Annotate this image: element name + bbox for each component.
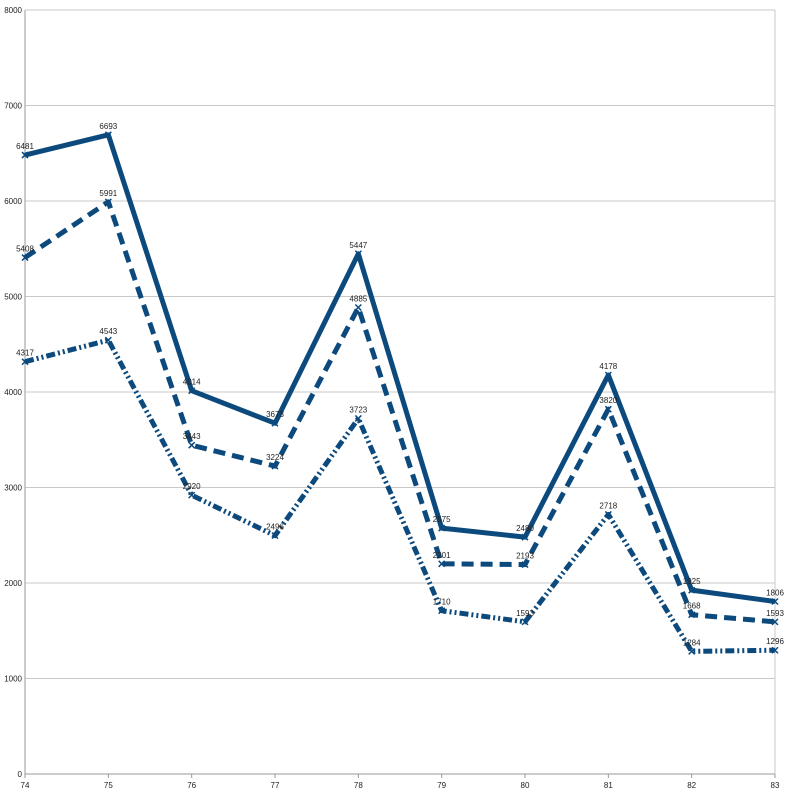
data-label: 4543 (99, 327, 117, 336)
y-tick-label: 1000 (4, 675, 22, 684)
data-point (521, 533, 529, 541)
data-point (104, 198, 112, 206)
x-tick-label: 77 (271, 781, 280, 790)
data-point (521, 561, 529, 569)
data-point (271, 419, 279, 427)
data-point (771, 618, 779, 626)
data-point (604, 405, 612, 413)
data-label: 1668 (683, 602, 701, 611)
data-point (271, 462, 279, 470)
series-line-dashed (23, 199, 776, 625)
data-label: 2480 (516, 524, 534, 533)
axes: 0 1000 2000 3000 4000 5000 6000 7000 8000 74 75 76 7… (4, 6, 780, 790)
data-point (104, 336, 112, 344)
data-point (354, 414, 362, 422)
data-label: 5991 (99, 189, 117, 198)
data-label: 6481 (16, 142, 34, 151)
data-label: 1296 (766, 637, 784, 646)
data-labels: 6481 6693 4014 3673 5447 2575 2480 4178 1925 1806… (16, 122, 784, 648)
data-point (771, 646, 779, 654)
data-point (354, 303, 362, 312)
series-line-solid (24, 132, 776, 605)
data-point (771, 597, 779, 606)
data-point (21, 358, 29, 366)
y-tick-label: 8000 (4, 6, 22, 15)
data-label: 1593 (516, 609, 534, 618)
data-point (438, 607, 446, 615)
data-point (21, 254, 29, 262)
data-label: 2718 (599, 501, 617, 510)
data-label: 2193 (516, 552, 534, 561)
data-label: 1284 (683, 638, 701, 647)
y-tick-label: 5000 (4, 293, 22, 302)
data-label: 6693 (99, 122, 117, 131)
data-label: 1710 (433, 598, 451, 607)
data-label: 1593 (766, 609, 784, 618)
data-point (188, 441, 196, 449)
data-label: 1806 (766, 589, 784, 598)
data-label: 3673 (266, 410, 284, 419)
data-label: 2920 (183, 482, 201, 491)
data-point (688, 611, 696, 619)
data-label: 4014 (183, 378, 201, 387)
data-label: 4885 (349, 294, 367, 303)
data-label: 5447 (349, 241, 367, 250)
x-tick-label: 76 (187, 781, 196, 790)
data-point (688, 586, 696, 594)
data-label: 2201 (433, 551, 451, 560)
data-point (21, 151, 29, 159)
data-point (688, 647, 696, 655)
data-label: 4317 (16, 349, 34, 358)
x-tick-label: 83 (771, 781, 780, 790)
data-label: 3723 (349, 405, 367, 414)
y-tick-label: 3000 (4, 484, 22, 493)
data-label: 3224 (266, 453, 284, 462)
data-point (521, 618, 529, 626)
data-point (188, 491, 196, 499)
data-label: 2575 (433, 515, 451, 524)
x-tick-label: 78 (354, 781, 363, 790)
y-tick-label: 2000 (4, 579, 22, 588)
x-tick-label: 82 (687, 781, 696, 790)
data-point (438, 524, 446, 532)
data-point (604, 371, 612, 379)
x-tick-label: 75 (104, 781, 113, 790)
y-tick-label: 4000 (4, 388, 22, 397)
x-tick-label: 79 (437, 781, 446, 790)
y-tick-label: 7000 (4, 102, 22, 111)
data-label: 3820 (599, 396, 617, 405)
x-tick-label: 80 (521, 781, 530, 790)
data-point (271, 532, 279, 540)
y-tick-label: 6000 (4, 197, 22, 206)
data-point (188, 387, 196, 395)
y-tick-label: 0 (18, 770, 23, 779)
data-label: 4178 (599, 362, 617, 371)
series-line-dashdot (24, 337, 776, 654)
data-label: 3443 (183, 432, 201, 441)
x-tick-label: 81 (604, 781, 613, 790)
data-point (438, 560, 446, 568)
x-tick-label: 74 (21, 781, 30, 790)
data-label: 5408 (16, 245, 34, 254)
series-lines (21, 131, 779, 655)
data-label: 1925 (683, 577, 701, 586)
data-point (354, 250, 362, 258)
data-label: 2496 (266, 523, 284, 532)
data-point (604, 510, 612, 518)
data-point (104, 131, 112, 139)
